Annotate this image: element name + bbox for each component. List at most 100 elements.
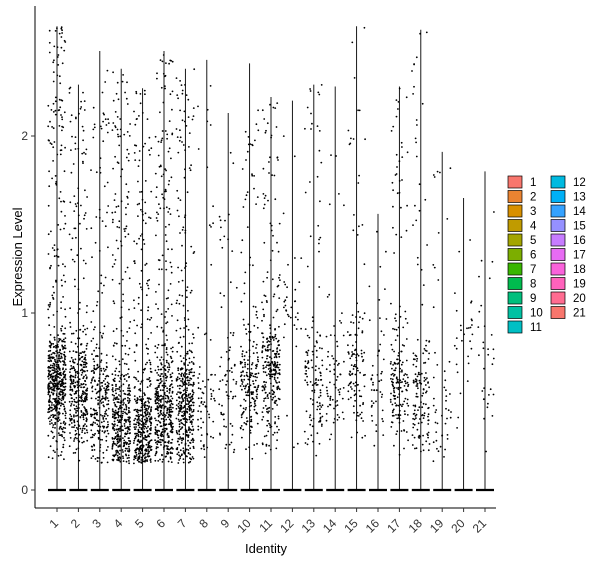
data-point [145,443,148,446]
data-point [393,328,396,331]
data-point [74,436,77,439]
data-point [154,345,157,348]
data-point [106,384,109,387]
data-point [251,173,253,176]
data-point [95,419,98,421]
data-point [93,371,95,374]
data-point [279,279,281,281]
data-point [202,403,205,406]
data-point [137,215,139,218]
data-point [471,324,473,326]
data-point [241,350,244,353]
data-point [111,393,114,396]
data-point [55,254,58,257]
data-point [61,403,63,405]
data-point [355,341,357,343]
data-point [101,430,104,432]
data-point [349,357,352,360]
data-point [219,292,222,295]
data-point [349,371,352,373]
data-point [163,198,166,201]
data-point [85,396,88,399]
data-point [325,419,328,422]
data-point [119,416,122,418]
data-point [121,344,124,347]
data-point [340,322,343,324]
data-point [77,447,80,450]
data-point [47,304,50,306]
data-point [264,404,267,407]
data-point [183,363,186,366]
data-point [257,356,259,359]
data-point [227,359,230,361]
data-point [58,367,61,370]
data-point [392,394,395,397]
data-point [47,104,50,107]
data-point [125,183,128,186]
data-point [75,205,78,208]
data-point [426,244,428,246]
data-point [123,228,126,230]
data-point [114,417,116,420]
data-point [50,230,52,233]
data-point [141,398,144,401]
data-point [274,333,277,336]
data-point [133,319,136,322]
data-point [94,380,96,383]
data-point [267,361,270,364]
data-point [192,381,195,384]
data-point [138,450,141,452]
data-point [121,80,124,83]
data-point [94,388,97,391]
data-point [60,144,63,147]
data-point [415,360,418,362]
data-point [60,27,63,30]
data-point [53,379,56,381]
data-point [176,453,179,456]
data-point [159,425,162,428]
data-point [77,345,79,348]
data-point [187,439,189,442]
data-point [155,186,158,189]
data-point [200,410,202,413]
data-point [200,417,202,420]
data-point [392,364,394,366]
data-point [249,401,252,404]
data-point [52,416,55,419]
data-point [157,307,160,310]
data-point [184,267,186,269]
data-point [414,404,417,407]
data-point [188,146,190,148]
data-point [99,425,102,428]
data-point [115,392,117,395]
data-point [102,332,105,335]
violin-group-3 [89,51,110,492]
data-point [339,373,342,376]
data-point [320,406,323,408]
data-point [467,362,470,365]
data-point [100,398,103,401]
data-point [397,362,400,365]
data-point [117,133,119,136]
data-point [112,415,114,418]
data-point [166,401,168,404]
data-point [60,200,62,203]
data-point [140,441,143,443]
data-point [266,122,269,125]
data-point [263,118,266,120]
data-point [273,431,276,434]
data-point [111,444,114,447]
data-point [191,421,193,424]
data-point [59,352,62,355]
data-point [269,332,272,334]
data-point [139,389,142,392]
data-point [413,418,416,421]
data-point [83,370,86,373]
data-point [136,324,139,327]
data-point [59,369,61,371]
data-point [162,173,165,176]
data-point [364,434,366,437]
data-point [325,368,328,371]
data-point [79,301,81,304]
data-point [157,412,160,415]
